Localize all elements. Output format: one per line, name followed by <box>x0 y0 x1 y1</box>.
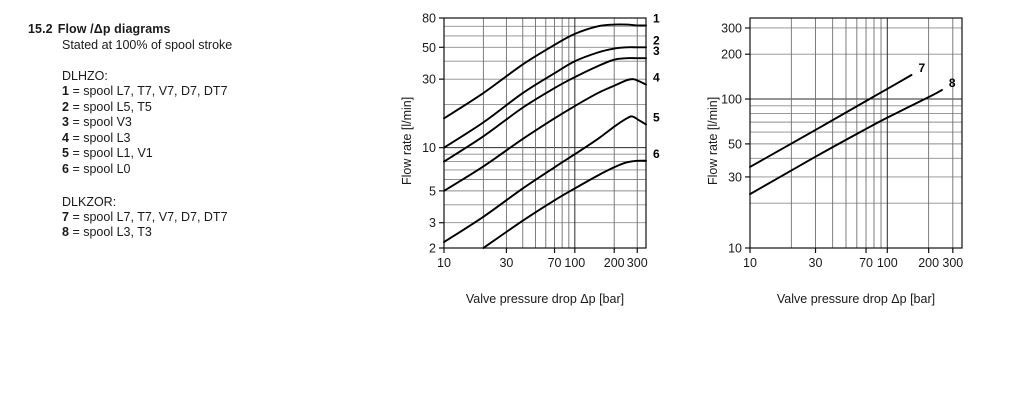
x-tick-label: 10 <box>437 256 451 270</box>
y-tick-label: 3 <box>429 216 436 230</box>
list-item: 7 = spool L7, T7, V7, D7, DT7 <box>62 210 358 226</box>
section-number: 15.2 <box>28 22 53 36</box>
entry-value: spool L3, T3 <box>83 225 152 240</box>
curve-label-7: 7 <box>919 61 926 75</box>
curve-label-8: 8 <box>949 76 956 90</box>
curve-label-1: 1 <box>653 11 660 25</box>
x-tick-label: 300 <box>942 256 963 270</box>
curve-label-3: 3 <box>653 44 660 58</box>
entry-key: 1 <box>62 84 69 98</box>
section-subtitle: Stated at 100% of spool stroke <box>62 38 233 52</box>
spool-group-dlkzor: DLKZOR: 7 = spool L7, T7, V7, D7, DT7 8 … <box>62 195 358 241</box>
entry-key: 3 <box>62 115 69 130</box>
entry-eq: = <box>72 115 80 130</box>
list-item: 3 = spool V3 <box>62 115 358 131</box>
group-title: DLKZOR: <box>62 194 117 209</box>
x-tick-label: 100 <box>877 256 898 270</box>
entry-key: 4 <box>62 130 69 145</box>
y-tick-label: 50 <box>728 137 742 151</box>
list-item: 6 = spool L0 <box>62 162 358 178</box>
curve-label-4: 4 <box>653 71 660 85</box>
y-tick-label: 30 <box>728 170 742 184</box>
x-tick-label: 10 <box>743 256 757 270</box>
y-tick-label: 10 <box>422 141 436 155</box>
y-axis-label: Flow rate [l/min] <box>400 96 414 185</box>
x-tick-label: 30 <box>809 256 823 270</box>
x-tick-label: 100 <box>564 256 585 270</box>
curve-label-2: 2 <box>653 33 660 47</box>
y-axis-label: Flow rate [l/min] <box>706 96 720 185</box>
entry-key: 5 <box>62 146 69 161</box>
entry-value: spool L1, V1 <box>83 146 153 161</box>
curve-label-5: 5 <box>653 111 660 125</box>
entry-value: spool V3 <box>83 115 132 130</box>
section-title: Flow /Δp diagrams <box>57 22 171 36</box>
x-axis-label: Valve pressure drop Δp [bar] <box>776 292 936 306</box>
entry-key: 7 <box>62 209 69 224</box>
spool-group-dlhzo: DLHZO: 1 = spool L7, T7, V7, D7, DT7 2 =… <box>62 69 358 178</box>
entry-eq: = <box>72 84 80 98</box>
entry-eq: = <box>72 99 80 114</box>
entry-eq: = <box>72 130 80 145</box>
list-item: 1 = spool L7, T7, V7, D7, DT7 <box>62 84 358 100</box>
y-tick-label: 50 <box>422 41 436 55</box>
legend-block: 15.2 Flow /Δp diagrams Stated at 100% of … <box>28 22 358 241</box>
group-title: DLHZO: <box>62 69 108 83</box>
entry-value: spool L0 <box>83 161 131 176</box>
flow-dp-diagram-dlhzo: 1 2 3 4 5 6 10 30 70 100 200 300 2 3 5 10 30 50 80 Flow ra… <box>388 0 678 306</box>
y-tick-label: 100 <box>721 93 742 107</box>
entry-eq: = <box>72 161 80 176</box>
list-item: 8 = spool L3, T3 <box>62 225 358 241</box>
y-tick-label: 2 <box>429 242 436 256</box>
list-item: 5 = spool L1, V1 <box>62 146 358 162</box>
list-item: 4 = spool L3 <box>62 131 358 147</box>
curve-label-6: 6 <box>653 147 660 161</box>
entry-eq: = <box>72 146 80 161</box>
x-tick-label: 200 <box>604 256 625 270</box>
entry-value: spool L7, T7, V7, D7, DT7 <box>83 209 228 224</box>
entry-value: spool L7, T7, V7, D7, DT7 <box>83 84 228 98</box>
y-tick-label: 30 <box>422 73 436 87</box>
x-tick-label: 70 <box>859 256 873 270</box>
entry-eq: = <box>72 209 80 224</box>
y-tick-label: 80 <box>422 12 436 26</box>
entry-key: 2 <box>62 99 69 114</box>
y-tick-label: 300 <box>721 21 742 35</box>
y-tick-label: 5 <box>429 184 436 198</box>
x-tick-label: 200 <box>918 256 939 270</box>
x-axis-label: Valve pressure drop Δp [bar] <box>465 292 625 306</box>
entry-key: 6 <box>62 161 69 176</box>
x-tick-label: 300 <box>627 256 648 270</box>
y-tick-label: 10 <box>728 242 742 256</box>
entry-eq: = <box>72 225 80 240</box>
entry-key: 8 <box>62 225 69 240</box>
y-tick-label: 200 <box>721 48 742 62</box>
entry-value: spool L3 <box>83 130 131 145</box>
list-item: 2 = spool L5, T5 <box>62 100 358 116</box>
entry-value: spool L5, T5 <box>83 99 152 114</box>
section-heading: 15.2 Flow /Δp diagrams <box>28 22 358 36</box>
flow-dp-diagram-dlkzor: 7 8 10 30 70 100 200 300 10 30 50 100 200 300 Flow ra… <box>688 0 988 306</box>
x-tick-label: 30 <box>499 256 513 270</box>
x-tick-label: 70 <box>548 256 562 270</box>
